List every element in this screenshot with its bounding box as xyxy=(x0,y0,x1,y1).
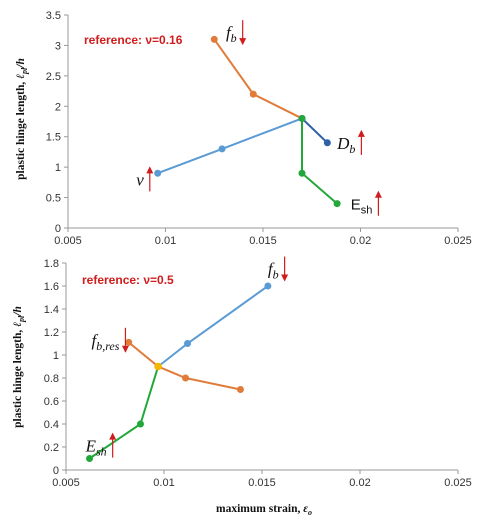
data-point xyxy=(323,139,331,147)
data-point xyxy=(236,386,244,393)
series-line xyxy=(157,285,269,368)
series-line xyxy=(213,38,303,120)
arrow-down-icon xyxy=(121,327,129,353)
data-point xyxy=(298,114,306,122)
data-point xyxy=(184,340,192,347)
arrow-up-icon xyxy=(146,166,154,192)
arrow-down-icon xyxy=(281,256,289,282)
x-tick-label: 0.01 xyxy=(155,235,176,247)
y-tick-label: 1.6 xyxy=(44,281,59,293)
data-point xyxy=(154,362,162,371)
y-tick-label: 0 xyxy=(55,223,61,235)
x-axis-label: maximum strain, εo xyxy=(216,503,312,517)
data-point xyxy=(136,420,144,428)
annotation-label: ν xyxy=(136,170,144,189)
arrow-up-icon xyxy=(109,432,117,458)
x-tick-label: 0.02 xyxy=(350,235,371,247)
y-axis-label: plastic hinge length, ℓpl/h xyxy=(15,58,29,180)
y-tick-label: 0 xyxy=(53,465,59,477)
top-chart: plastic hinge length, ℓpl/h reference: ν… xyxy=(15,10,472,247)
y-axis-label: plastic hinge length, ℓpl/h xyxy=(12,306,26,428)
data-point xyxy=(249,90,257,98)
y-tick-label: 1 xyxy=(53,350,59,362)
y-tick-label: 2 xyxy=(55,101,61,113)
x-tick-label: 0.005 xyxy=(54,235,82,247)
y-tick-label: 3.5 xyxy=(46,10,61,22)
y-tick-label: 2.5 xyxy=(46,71,61,83)
arrow-down-icon xyxy=(239,20,247,46)
reference-label: reference: ν=0.5 xyxy=(82,273,174,287)
reference-label: reference: ν=0.16 xyxy=(84,33,183,47)
data-point xyxy=(298,169,306,177)
arrow-up-icon xyxy=(374,190,382,216)
y-tick-label: 1.4 xyxy=(44,304,59,316)
annotation-label: fb xyxy=(268,260,279,282)
annotation-label: Db xyxy=(336,134,355,156)
y-tick-label: 0.6 xyxy=(44,396,59,408)
x-tick-label: 0.02 xyxy=(349,477,370,489)
y-tick-label: 0.5 xyxy=(46,193,61,205)
y-tick-label: 0.8 xyxy=(44,373,59,385)
y-tick-label: 3 xyxy=(55,40,61,52)
data-point xyxy=(264,282,272,290)
y-tick-label: 0.2 xyxy=(44,442,59,454)
x-tick-label: 0.015 xyxy=(248,477,276,489)
y-tick-label: 1 xyxy=(55,162,61,174)
x-tick-label: 0.015 xyxy=(249,235,277,247)
data-point xyxy=(154,169,162,177)
y-tick-label: 1.8 xyxy=(44,258,59,270)
x-tick-label: 0.01 xyxy=(153,477,174,489)
series-line xyxy=(128,341,241,391)
data-point xyxy=(333,200,341,208)
data-point xyxy=(125,338,133,346)
annotation-label: fb,res xyxy=(91,331,119,353)
data-point xyxy=(182,374,190,382)
y-tick-label: 1.5 xyxy=(46,132,61,144)
bottom-chart: plastic hinge length, ℓpl/h reference: ν… xyxy=(12,256,472,517)
data-point xyxy=(86,455,94,462)
series-line xyxy=(301,117,329,144)
x-tick-label: 0.025 xyxy=(444,477,472,489)
annotation-label: Esh xyxy=(351,197,373,217)
x-tick-label: 0.005 xyxy=(52,477,80,489)
y-tick-label: 1.2 xyxy=(44,327,59,339)
y-tick-label: 0.4 xyxy=(44,419,59,431)
annotation-label: fb xyxy=(226,23,237,45)
series-line xyxy=(157,117,303,175)
annotation-label: Esh xyxy=(85,437,107,459)
data-point xyxy=(218,145,226,153)
series-line xyxy=(301,118,338,205)
arrow-up-icon xyxy=(357,129,365,155)
data-point xyxy=(210,35,218,43)
x-tick-label: 0.025 xyxy=(444,235,472,247)
